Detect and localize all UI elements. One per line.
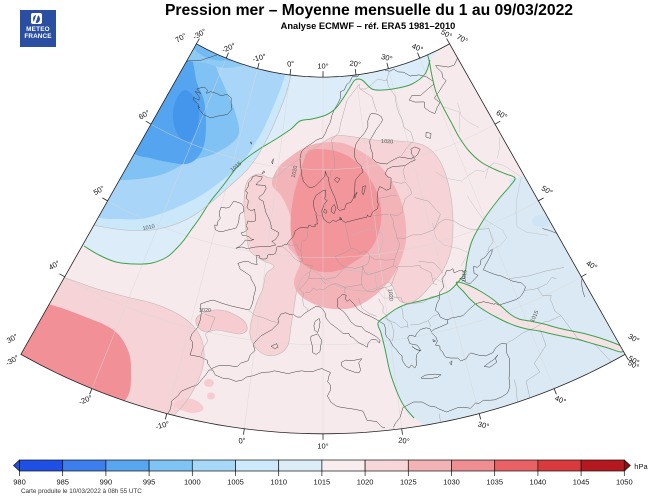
svg-text:1030: 1030: [443, 478, 460, 487]
svg-text:40°: 40°: [410, 41, 424, 54]
svg-text:1020: 1020: [357, 478, 374, 487]
svg-text:1035: 1035: [486, 478, 503, 487]
svg-text:10°: 10°: [317, 441, 328, 450]
svg-text:40°: 40°: [553, 394, 567, 407]
svg-text:1000: 1000: [184, 478, 201, 487]
svg-text:30°: 30°: [477, 419, 490, 431]
svg-text:1020: 1020: [381, 139, 394, 146]
svg-text:1015: 1015: [530, 310, 541, 324]
svg-text:980: 980: [13, 478, 26, 487]
svg-text:1020: 1020: [386, 289, 393, 302]
svg-text:1045: 1045: [573, 478, 590, 487]
svg-text:995: 995: [143, 478, 156, 487]
svg-text:985: 985: [56, 478, 69, 487]
svg-text:1040: 1040: [530, 478, 547, 487]
svg-text:990: 990: [100, 478, 113, 487]
svg-text:1020: 1020: [199, 308, 211, 314]
svg-text:Carte produite le 10/03/2022 à: Carte produite le 10/03/2022 à 08h 55 UT…: [21, 488, 142, 495]
svg-text:20°: 20°: [349, 59, 361, 69]
svg-text:30°: 30°: [380, 52, 393, 64]
svg-text:1005: 1005: [227, 478, 244, 487]
svg-text:1015: 1015: [461, 270, 468, 283]
svg-text:1025: 1025: [400, 478, 417, 487]
svg-text:hPa: hPa: [634, 462, 648, 471]
svg-text:1015: 1015: [314, 478, 331, 487]
svg-text:1020: 1020: [291, 165, 299, 178]
svg-text:0°: 0°: [238, 436, 246, 446]
svg-text:20°: 20°: [398, 436, 410, 446]
svg-text:-10°: -10°: [251, 52, 267, 64]
svg-text:1010: 1010: [142, 224, 155, 232]
svg-text:0°: 0°: [287, 59, 295, 69]
svg-text:10°: 10°: [317, 61, 328, 70]
svg-text:1050: 1050: [616, 478, 633, 487]
svg-text:1010: 1010: [270, 478, 287, 487]
svg-text:-10°: -10°: [155, 419, 171, 431]
